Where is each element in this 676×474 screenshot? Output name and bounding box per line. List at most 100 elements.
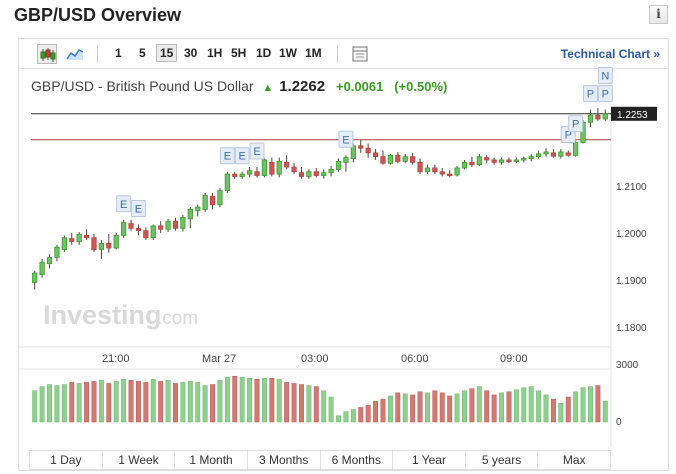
volume-bar-down [417,391,423,423]
volume-bar-down [173,383,178,423]
candle-down [469,161,475,166]
candle-up [98,242,105,250]
candlestick-icon[interactable] [37,44,57,64]
timeframe-5[interactable]: 5 [139,46,146,60]
volume-bar-up [454,393,460,423]
volume-bar-up [76,383,82,423]
candle-down [172,220,179,229]
volume-bar-up [202,385,208,423]
event-marker-label: E [239,151,246,163]
candle-down [417,161,423,173]
candle-up [328,168,334,174]
volume-bar-up [261,378,267,423]
volume-bar-up [558,403,564,423]
volume-bar-down [135,381,141,423]
timeframe-5h[interactable]: 5H [231,46,247,60]
candle-down [365,147,371,154]
volume-bar-down [143,382,149,423]
timeframe-1h[interactable]: 1H [207,46,223,60]
candle-up [121,222,127,236]
area-chart-icon[interactable] [65,44,85,64]
volume-bar-down [291,383,297,423]
candle-down [447,173,453,176]
candle-up [535,153,542,158]
timeframe-1m[interactable]: 1M [305,46,322,60]
current-price-label: 1.2253 [617,110,648,121]
candle-down [491,159,497,163]
volume-bar-down [506,391,512,423]
event-marker-label: E [135,204,142,216]
timeframe-1w[interactable]: 1W [279,46,297,60]
candle-down [565,152,571,156]
volume-bar-down [432,390,438,423]
range-1-month[interactable]: 1 Month [175,451,248,469]
candle-down [209,195,216,206]
technical-chart-link[interactable]: Technical Chart » [560,47,660,61]
candle-up [343,157,349,163]
candle-down [232,173,238,177]
candle-up [187,209,193,220]
event-marker-e [219,147,235,165]
range-3-months[interactable]: 3 Months [248,451,321,469]
candle-down [484,157,490,161]
volume-bar-down [365,405,371,423]
volume-bar-down [410,394,416,423]
volume-bar-up [328,396,334,423]
volume-bar-up [61,384,67,423]
volume-bar-up [239,376,245,423]
candle-up [306,171,312,177]
volume-bar-down [269,378,275,423]
volume-bar-up [536,390,542,423]
event-marker-p [582,85,598,103]
x-tick-label: 03:00 [301,353,329,365]
event-marker-label: E [253,146,260,158]
event-marker-p [568,115,584,133]
volume-bar-down [128,380,134,423]
candle-up [387,154,394,164]
range-selector: 1 Day 1 Week 1 Month 3 Months 6 Months 1 Year… [29,450,611,470]
volume-bar-up [98,380,104,423]
event-marker-e [116,195,132,213]
range-max[interactable]: Max [562,453,586,467]
volume-bar-up [424,392,430,423]
volume-bar-down [91,381,97,423]
candle-up [224,173,230,191]
event-marker-label: P [572,119,579,131]
info-button[interactable]: i [649,5,668,24]
candle-up [573,142,579,156]
volume-bar-down [358,407,364,423]
volume-bar-up [247,378,253,423]
volume-bar-up [528,386,534,423]
candle-down [135,227,142,232]
chart-toolbar: 1 5 15 30 1H 5H 1D 1W 1M Technical Chart… [19,39,668,69]
event-marker-e [338,130,354,148]
timeframe-1[interactable]: 1 [115,46,122,60]
candle-down [143,230,149,239]
toolbar-divider [97,45,98,63]
range-5-years[interactable]: 5 years [466,451,539,469]
volume-bar-up [521,387,527,423]
candle-down [284,161,290,168]
range-1-year[interactable]: 1 Year [393,451,466,469]
timeframe-1d[interactable]: 1D [256,46,272,60]
timeframe-15[interactable]: 15 [156,44,178,62]
range-6-months[interactable]: 6 Months [321,451,394,469]
range-1-day[interactable]: 1 Day [30,451,103,469]
candle-up [246,170,253,175]
last-price: 1.2262 [279,78,326,95]
volume-bar-down [84,382,90,423]
candle-up [54,246,60,258]
indicator-panel-icon[interactable] [350,44,370,64]
timeframe-30[interactable]: 30 [184,46,198,60]
volume-bar-up [543,394,549,423]
volume-bar-up [224,376,230,423]
candle-down [410,156,416,163]
event-marker-label: E [224,151,231,163]
candle-up [113,234,119,249]
volume-bar-up [150,379,156,423]
event-marker-label: P [587,89,594,101]
candle-up [587,114,594,123]
price-chart[interactable]: 1.1800 1.1900 1.2000 1.2100 Investing.com 1.2… [19,39,668,447]
volume-bar-up [276,379,282,423]
range-1-week[interactable]: 1 Week [103,451,176,469]
